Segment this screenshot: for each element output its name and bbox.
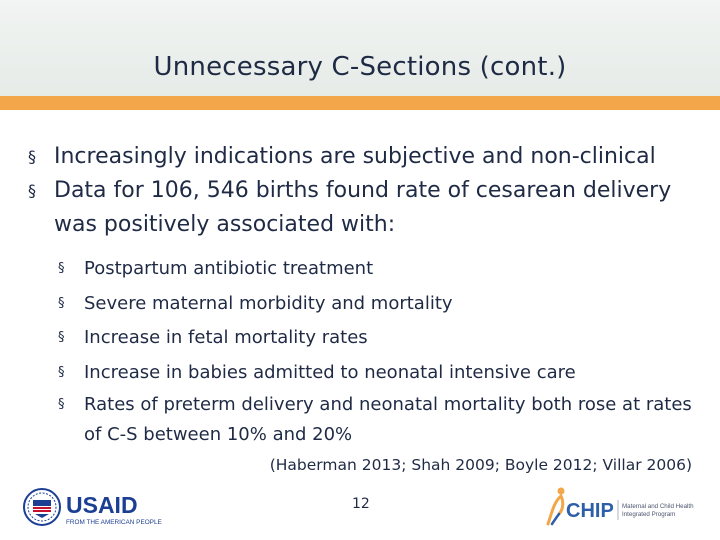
usaid-seal-icon — [23, 488, 61, 526]
bullet-marker: § — [58, 295, 65, 311]
slide-title: Unnecessary C-Sections (cont.) — [153, 52, 567, 82]
title-band — [0, 0, 720, 96]
bullet-marker: § — [28, 181, 36, 200]
bullet-item: § Increasingly indications are subjectiv… — [28, 140, 708, 174]
sub-bullet-text: Rates of preterm delivery and neonatal m… — [84, 394, 692, 445]
sub-bullet-item: § Severe maternal morbidity and mortalit… — [58, 287, 708, 322]
usaid-tagline: FROM THE AMERICAN PEOPLE — [66, 519, 162, 526]
bullet-item: § Data for 106, 546 births found rate of… — [28, 174, 708, 242]
sub-bullet-item: § Rates of preterm delivery and neonatal… — [58, 390, 708, 450]
bullet-marker: § — [58, 261, 65, 276]
sub-bullet-list: § Postpartum antibiotic treatment § Seve… — [58, 252, 708, 450]
bullet-marker: § — [58, 330, 65, 345]
chip-logo: CHIP Maternal and Child Health Integrate… — [546, 487, 694, 526]
chip-wordmark: CHIP — [566, 500, 614, 522]
accent-bar — [0, 96, 720, 110]
bullet-marker: § — [58, 397, 65, 412]
page-number: 12 — [352, 496, 370, 512]
sub-bullet-text: Postpartum antibiotic treatment — [84, 258, 374, 279]
sub-bullet-item: § Increase in fetal mortality rates — [58, 321, 708, 356]
sub-bullet-text: Severe maternal morbidity and mortality — [84, 292, 453, 314]
bullet-text: Data for 106, 546 births found rate of c… — [54, 178, 672, 237]
sub-bullet-text: Increase in fetal mortality rates — [84, 327, 368, 348]
sub-bullet-item: § Increase in babies admitted to neonata… — [58, 356, 708, 391]
chip-tagline-line1: Maternal and Child Health — [622, 503, 694, 510]
bullet-text: Increasingly indications are subjective … — [54, 144, 656, 169]
chip-figure-icon — [546, 487, 565, 526]
usaid-wordmark: USAID — [66, 492, 138, 518]
usaid-logo: USAID FROM THE AMERICAN PEOPLE — [23, 488, 162, 526]
bullet-marker: § — [58, 364, 65, 380]
sub-bullet-item: § Postpartum antibiotic treatment — [58, 252, 708, 287]
citation: (Haberman 2013; Shah 2009; Boyle 2012; V… — [269, 456, 692, 474]
slide-content: § Increasingly indications are subjectiv… — [28, 140, 708, 450]
sub-bullet-text: Increase in babies admitted to neonatal … — [84, 361, 576, 383]
chip-tagline-line2: Integrated Program — [622, 511, 675, 518]
bullet-marker: § — [28, 147, 36, 166]
